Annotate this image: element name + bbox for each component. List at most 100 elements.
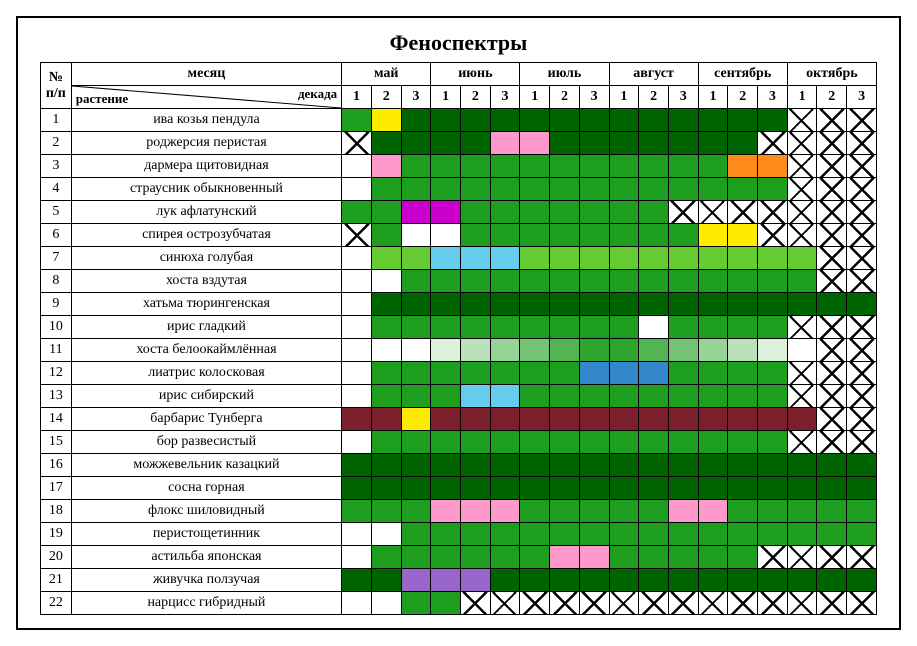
table-row: 4страусник обыкновенный	[41, 178, 877, 201]
pheno-cell	[639, 431, 669, 454]
pheno-cell	[817, 224, 847, 247]
pheno-cell	[758, 339, 788, 362]
pheno-cell	[520, 339, 550, 362]
pheno-cell	[550, 523, 580, 546]
pheno-cell	[371, 109, 401, 132]
plant-name: хатьма тюрингенская	[71, 293, 341, 316]
pheno-cell	[787, 293, 817, 316]
row-number: 19	[41, 523, 72, 546]
pheno-cell	[609, 201, 639, 224]
pheno-cell	[787, 500, 817, 523]
pheno-cell	[639, 178, 669, 201]
row-number: 6	[41, 224, 72, 247]
col-header-plant-dekada: растениедекада	[71, 86, 341, 109]
pheno-cell	[668, 316, 698, 339]
pheno-cell	[431, 523, 461, 546]
pheno-cell	[847, 385, 877, 408]
plant-name: нарцисс гибридный	[71, 592, 341, 615]
pheno-cell	[431, 132, 461, 155]
pheno-cell	[431, 155, 461, 178]
pheno-cell	[371, 293, 401, 316]
pheno-cell	[639, 523, 669, 546]
pheno-cell	[698, 132, 728, 155]
pheno-cell	[668, 362, 698, 385]
pheno-cell	[609, 546, 639, 569]
pheno-cell	[639, 224, 669, 247]
plant-name: барбарис Тунберга	[71, 408, 341, 431]
pheno-cell	[520, 155, 550, 178]
row-number: 2	[41, 132, 72, 155]
pheno-cell	[401, 431, 431, 454]
pheno-cell	[817, 523, 847, 546]
plant-name: флокс шиловидный	[71, 500, 341, 523]
pheno-cell	[787, 592, 817, 615]
pheno-cell	[490, 316, 520, 339]
pheno-cell	[490, 500, 520, 523]
pheno-cell	[609, 477, 639, 500]
plant-name: лиатрис колосковая	[71, 362, 341, 385]
pheno-cell	[787, 270, 817, 293]
dekada-header: 2	[639, 86, 669, 109]
row-number: 20	[41, 546, 72, 569]
pheno-cell	[787, 385, 817, 408]
pheno-cell	[550, 362, 580, 385]
pheno-cell	[787, 201, 817, 224]
pheno-cell	[579, 132, 609, 155]
pheno-cell	[639, 201, 669, 224]
pheno-cell	[817, 132, 847, 155]
pheno-cell	[520, 178, 550, 201]
pheno-cell	[431, 592, 461, 615]
pheno-cell	[490, 132, 520, 155]
pheno-cell	[698, 454, 728, 477]
dekada-header: 1	[431, 86, 461, 109]
table-row: 14барбарис Тунберга	[41, 408, 877, 431]
pheno-cell	[371, 385, 401, 408]
pheno-cell	[460, 408, 490, 431]
pheno-cell	[847, 109, 877, 132]
pheno-cell	[579, 362, 609, 385]
pheno-cell	[758, 270, 788, 293]
pheno-cell	[758, 201, 788, 224]
pheno-cell	[609, 316, 639, 339]
pheno-cell	[520, 316, 550, 339]
pheno-cell	[728, 316, 758, 339]
pheno-cell	[817, 569, 847, 592]
pheno-cell	[401, 500, 431, 523]
label-plant: растение	[76, 91, 128, 107]
plant-name: хоста белоокаймлённая	[71, 339, 341, 362]
pheno-cell	[639, 500, 669, 523]
pheno-cell	[579, 523, 609, 546]
pheno-cell	[460, 569, 490, 592]
pheno-cell	[758, 569, 788, 592]
plant-name: ива козья пендула	[71, 109, 341, 132]
pheno-cell	[460, 293, 490, 316]
pheno-cell	[431, 408, 461, 431]
pheno-cell	[758, 546, 788, 569]
pheno-cell	[579, 224, 609, 247]
pheno-cell	[787, 362, 817, 385]
pheno-cell	[787, 408, 817, 431]
pheno-cell	[847, 362, 877, 385]
pheno-cell	[817, 592, 847, 615]
pheno-cell	[787, 339, 817, 362]
pheno-cell	[460, 362, 490, 385]
pheno-cell	[460, 132, 490, 155]
pheno-cell	[639, 569, 669, 592]
plant-name: роджерсия перистая	[71, 132, 341, 155]
pheno-cell	[579, 408, 609, 431]
pheno-cell	[520, 477, 550, 500]
pheno-cell	[639, 408, 669, 431]
table-row: 1ива козья пендула	[41, 109, 877, 132]
pheno-cell	[401, 316, 431, 339]
dekada-header: 2	[460, 86, 490, 109]
pheno-cell	[550, 569, 580, 592]
pheno-cell	[490, 109, 520, 132]
month-header: май	[342, 63, 431, 86]
pheno-cell	[520, 270, 550, 293]
pheno-cell	[342, 454, 372, 477]
pheno-cell	[431, 178, 461, 201]
pheno-cell	[728, 477, 758, 500]
pheno-cell	[460, 385, 490, 408]
pheno-cell	[787, 316, 817, 339]
pheno-cell	[728, 339, 758, 362]
